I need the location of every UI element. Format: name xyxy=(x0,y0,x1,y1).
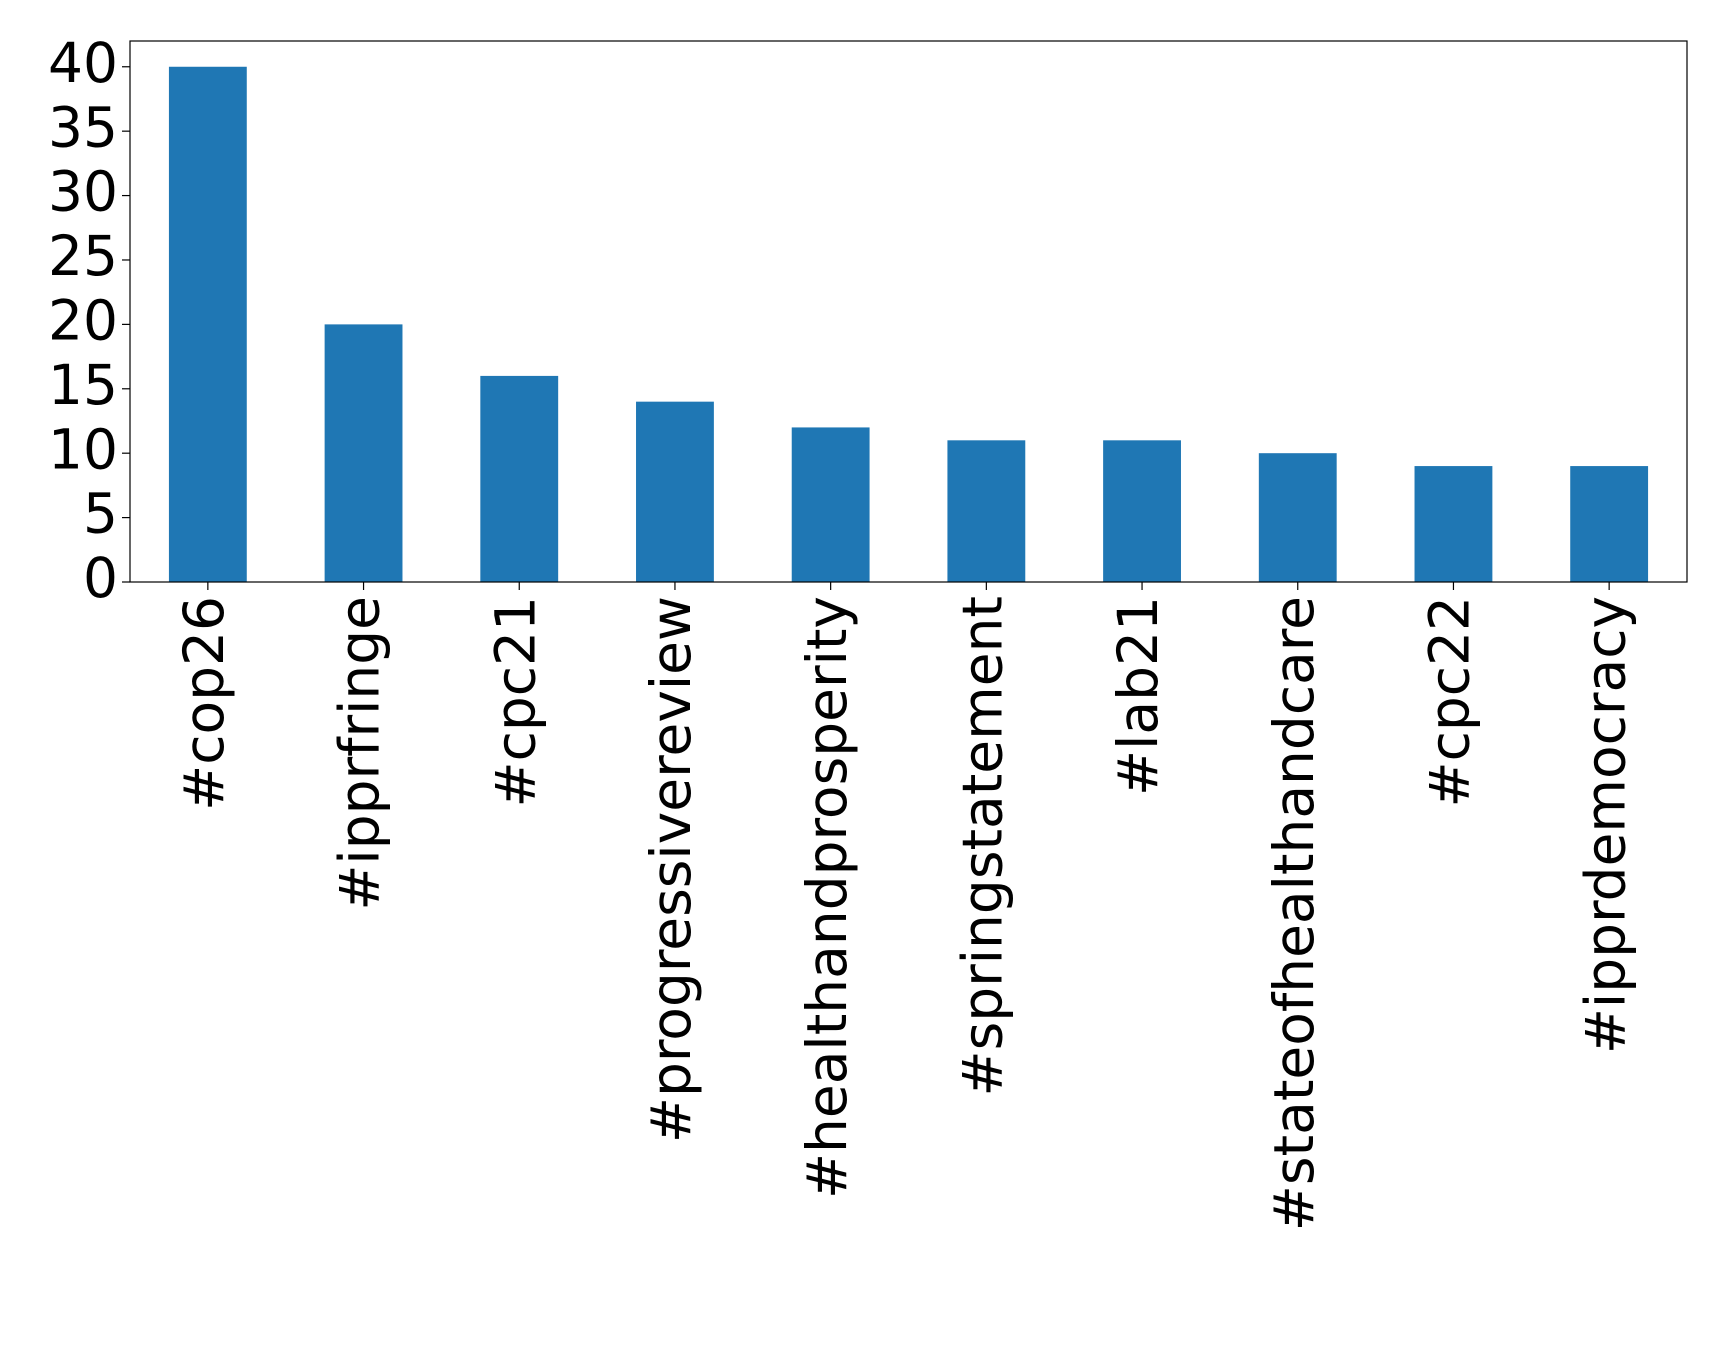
x-tick-label: #stateofhealthandcare xyxy=(1262,596,1326,1231)
bar xyxy=(168,66,247,582)
bar xyxy=(1414,466,1493,582)
plot-frame xyxy=(129,40,1688,583)
bar xyxy=(1570,466,1649,582)
x-tick-label: #ipprdemocracy xyxy=(1573,596,1637,1054)
y-tick-label: 25 xyxy=(48,224,118,288)
x-tick-label: #cpc21 xyxy=(483,596,547,807)
x-tick-label: #ipprfringe xyxy=(328,596,392,911)
y-tick-label: 5 xyxy=(83,482,118,546)
y-tick-label: 10 xyxy=(48,417,118,481)
x-tick-label: #lab21 xyxy=(1106,596,1170,796)
x-tick-label: #springstatement xyxy=(950,596,1014,1096)
bar xyxy=(947,440,1026,582)
bar xyxy=(480,375,559,582)
x-tick-label: #healthandprosperity xyxy=(795,596,859,1199)
bar xyxy=(1103,440,1181,582)
x-tick-label: #cpc22 xyxy=(1418,596,1482,807)
x-tick-label: #progressivereview xyxy=(639,596,703,1143)
y-tick-label: 30 xyxy=(48,160,118,224)
y-tick-label: 40 xyxy=(48,31,118,95)
y-tick-label: 15 xyxy=(48,353,118,417)
y-tick-label: 20 xyxy=(48,289,118,353)
bar xyxy=(324,324,403,582)
x-tick-label: #cop26 xyxy=(172,596,236,811)
y-tick-label: 0 xyxy=(83,546,118,610)
bar xyxy=(1258,453,1337,582)
bar xyxy=(791,427,870,582)
bar xyxy=(636,401,714,582)
y-tick-label: 35 xyxy=(48,95,118,159)
